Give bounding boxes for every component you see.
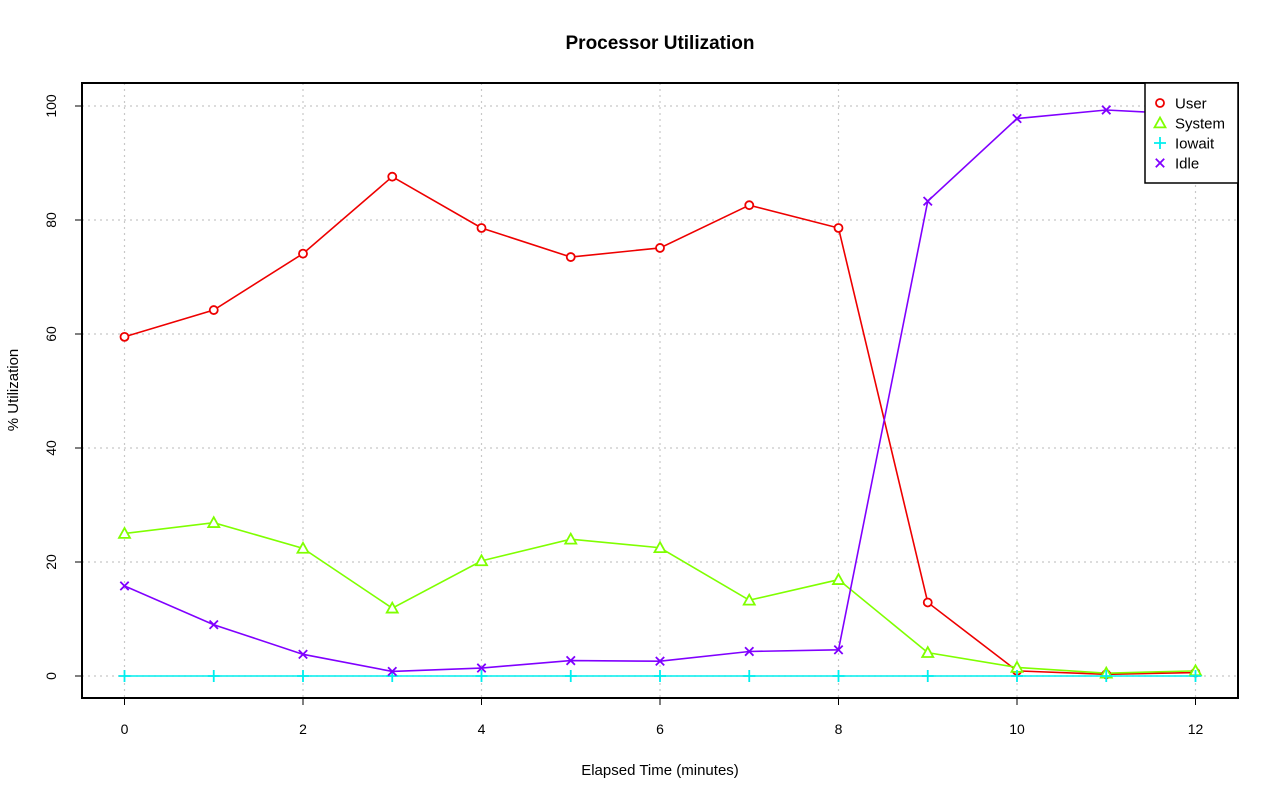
x-tick-label: 6	[656, 721, 664, 737]
data-point-idle	[922, 196, 933, 207]
data-point-system	[920, 645, 935, 658]
data-point-iowait	[1011, 670, 1023, 682]
data-point-idle	[1101, 105, 1112, 115]
y-axis: 0 20 40 60 80 100	[43, 94, 82, 680]
data-point-idle	[833, 644, 844, 655]
data-point-iowait	[297, 670, 309, 682]
data-point-user	[119, 331, 130, 342]
y-tick-label: 100	[43, 94, 59, 118]
data-point-system	[563, 531, 578, 545]
y-tick-label: 40	[43, 440, 59, 456]
data-point-idle	[744, 646, 755, 657]
data-point-user	[833, 223, 844, 233]
data-point-iowait	[118, 670, 131, 682]
data-point-idle	[1012, 113, 1022, 124]
data-point-iowait	[207, 670, 220, 682]
x-tick-label: 10	[1009, 721, 1025, 737]
data-point-system	[742, 592, 757, 606]
data-point-user	[655, 243, 665, 253]
data-point-idle	[476, 663, 487, 673]
y-tick-label: 0	[43, 672, 59, 680]
series-lines	[124, 109, 1196, 677]
y-tick-label: 60	[43, 326, 59, 342]
legend-label-user: User	[1175, 96, 1207, 113]
data-point-user	[387, 171, 398, 182]
legend: User System Iowait Idle	[1144, 82, 1239, 184]
data-point-user	[565, 252, 576, 262]
legend-label-iowait: Iowait	[1175, 136, 1215, 153]
data-point-idle	[387, 666, 398, 677]
data-point-idle	[565, 655, 576, 666]
chart-title: Processor Utilization	[566, 33, 755, 54]
data-point-user	[922, 597, 933, 608]
data-point-iowait	[832, 670, 845, 682]
data-point-system	[474, 553, 489, 567]
x-axis-label: Elapsed Time (minutes)	[581, 762, 739, 779]
data-point-system	[295, 540, 311, 554]
data-point-idle	[655, 656, 665, 667]
data-point-system	[117, 526, 132, 539]
data-point-iowait	[654, 670, 666, 682]
legend-marker-iowait	[1154, 137, 1166, 149]
legend-label-system: System	[1175, 116, 1225, 133]
data-point-iowait	[921, 670, 934, 682]
data-point-system	[385, 600, 400, 614]
data-point-system	[831, 572, 846, 585]
x-tick-label: 0	[121, 721, 129, 737]
legend-marker-system	[1152, 115, 1168, 129]
legend-marker-idle	[1155, 158, 1165, 168]
legend-label-idle: Idle	[1175, 156, 1199, 173]
data-point-iowait	[1100, 670, 1113, 682]
data-point-idle	[298, 649, 308, 660]
data-point-user	[744, 200, 755, 211]
data-point-idle	[208, 619, 219, 630]
data-point-user	[208, 305, 219, 315]
legend-marker-user	[1155, 98, 1165, 108]
data-point-system	[206, 515, 221, 528]
y-axis-label: % Utilization	[5, 349, 22, 432]
data-point-user	[298, 248, 308, 259]
series-markers	[117, 105, 1203, 682]
x-tick-label: 8	[835, 721, 843, 737]
x-tick-label: 2	[299, 721, 307, 737]
x-tick-label: 12	[1188, 721, 1204, 737]
data-point-idle	[119, 581, 130, 591]
data-point-iowait	[743, 670, 756, 682]
data-point-iowait	[564, 670, 577, 682]
data-point-user	[476, 223, 487, 233]
data-point-iowait	[1189, 670, 1202, 682]
x-axis: 0 2 4 6 8 10 12	[121, 698, 1204, 737]
y-tick-label: 80	[43, 212, 59, 228]
grid-lines	[82, 83, 1238, 698]
y-tick-label: 20	[43, 554, 59, 570]
data-point-iowait	[475, 670, 488, 682]
x-tick-label: 4	[478, 721, 486, 737]
data-point-system	[652, 540, 668, 554]
